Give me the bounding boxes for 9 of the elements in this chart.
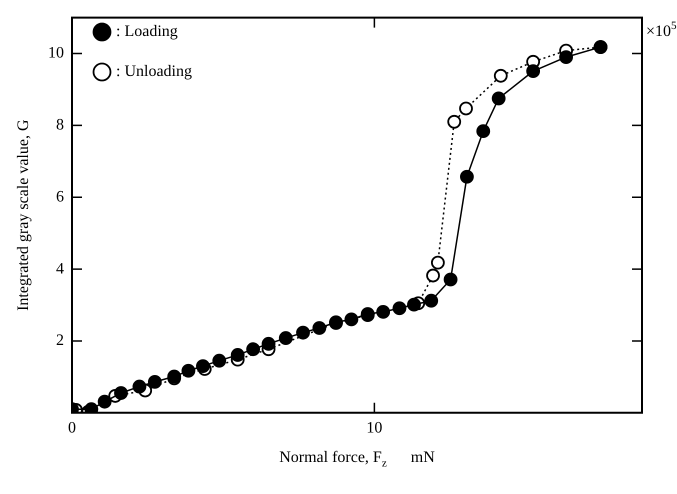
y-tick-label: 4 (56, 260, 64, 278)
x-tick-label: 0 (68, 420, 76, 437)
y-axis-title: Integrated gray scale value, G (15, 119, 32, 311)
y-tick-label: 10 (48, 44, 64, 62)
legend-label: : Loading (116, 23, 178, 40)
legend-label: : Unloading (116, 63, 192, 80)
y-tick-label: 2 (56, 332, 64, 350)
y-tick-label: 8 (56, 116, 64, 134)
y-tick-label: 6 (56, 188, 64, 206)
